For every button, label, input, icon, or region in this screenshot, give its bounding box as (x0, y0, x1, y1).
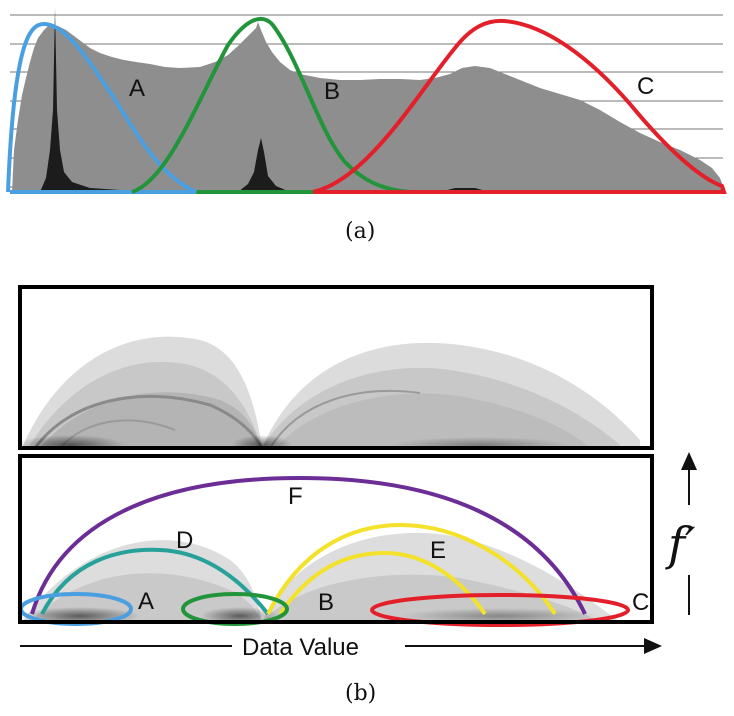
panel-b-label-f: F (288, 483, 303, 510)
panel-b-top-heatmap (18, 285, 654, 450)
arc-e-yellow-outer (266, 522, 557, 616)
panel-b-label-c: C (632, 589, 649, 616)
arc-f-purple (30, 475, 587, 615)
top-heatmap-frame (18, 285, 654, 450)
panel-b-label-a: A (138, 588, 154, 615)
panel-b-caption: (b) (345, 681, 376, 706)
y-axis-label: f′ (665, 517, 696, 571)
y-axis-arrow: f′ (665, 452, 697, 615)
panel-b-bottom-heatmap: F D E A B C (18, 454, 654, 627)
x-axis-label: Data Value (242, 634, 359, 661)
panel-a-label-c: C (637, 73, 654, 100)
panel-a-label-a: A (129, 75, 145, 102)
panel-a-label-b: B (324, 78, 340, 105)
histogram-bars (12, 22, 723, 192)
panel-b-label-b: B (318, 589, 334, 616)
arc-e-yellow-inner (278, 550, 487, 616)
panel-b-label-d: D (176, 527, 193, 554)
panel-b-label-e: E (430, 537, 446, 564)
panel-a-histogram: A B C (a) (6, 8, 727, 244)
region-c-ellipse (370, 593, 630, 627)
bottom-heatmap-frame (18, 454, 654, 624)
curve-c-red (312, 18, 727, 194)
x-axis-arrow: Data Value (20, 634, 662, 661)
arc-d-teal (40, 547, 270, 616)
curve-a-blue (6, 21, 197, 194)
panel-a-caption: (a) (345, 219, 375, 244)
